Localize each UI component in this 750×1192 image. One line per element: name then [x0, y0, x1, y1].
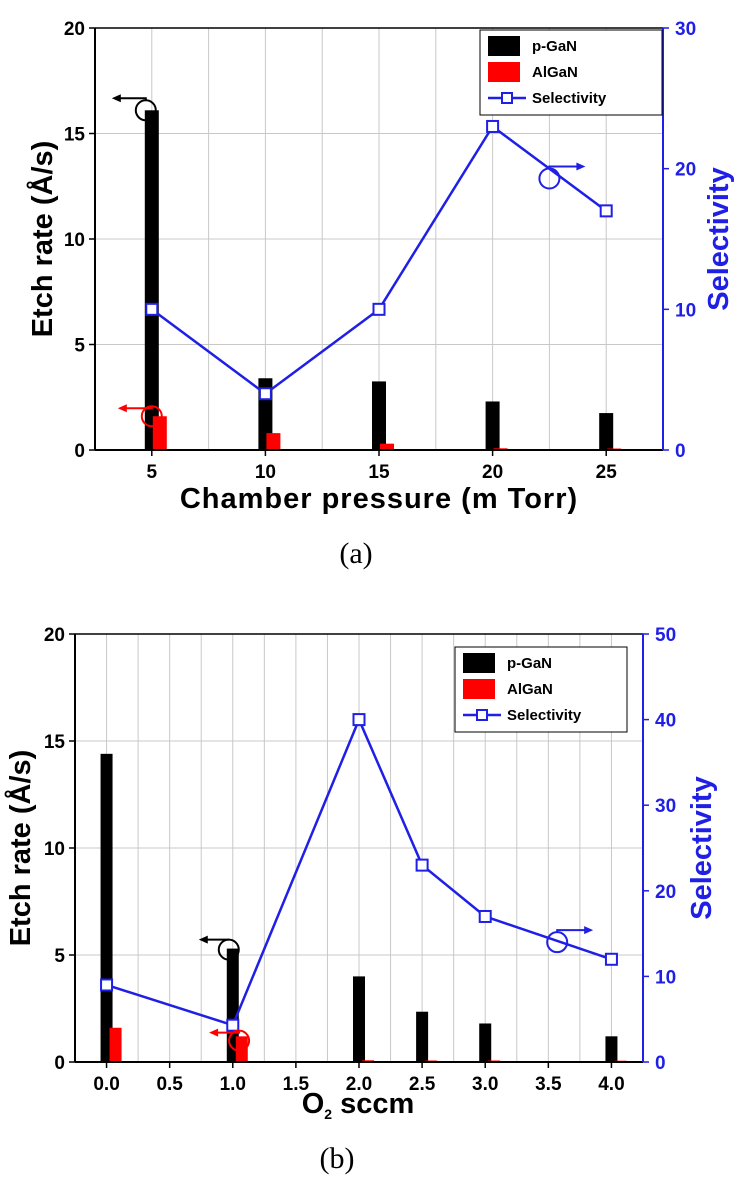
y2-tick-label: 30: [655, 796, 676, 817]
y-tick-label: 10: [64, 230, 85, 251]
annotation-arrowhead-selectivity: [576, 162, 586, 171]
legend-label: AlGaN: [532, 64, 578, 81]
bar-algan: [380, 443, 394, 450]
legend-swatch-marker: [476, 709, 488, 721]
point-selectivity: [599, 204, 613, 218]
bar-pgan: [353, 976, 365, 1062]
y2-tick-label: 10: [655, 967, 676, 988]
y2-tick-label: 30: [675, 19, 696, 40]
y2-tick-label: 0: [675, 441, 686, 462]
legend-label: Selectivity: [532, 90, 607, 107]
point-selectivity: [352, 713, 366, 727]
annotation-arrow-p-gan: [119, 97, 147, 101]
y2-axis-title: Selectivity: [686, 776, 718, 919]
y-tick-label: 15: [44, 732, 66, 753]
y-tick-label: 5: [74, 336, 85, 357]
point-selectivity: [478, 909, 492, 923]
point-selectivity: [100, 978, 114, 992]
bar-pgan: [372, 381, 386, 450]
point-selectivity: [145, 302, 159, 316]
bar-pgan: [144, 110, 159, 450]
point-selectivity: [486, 119, 500, 133]
x-axis-title-rest: sccm: [332, 1088, 414, 1120]
x-tick-label: 3.0: [472, 1074, 498, 1095]
y2-tick-label: 40: [655, 711, 676, 732]
legend-swatch-algan: [488, 62, 520, 82]
annotation-arrowhead-algan: [209, 1028, 219, 1037]
x-tick-label: 5: [147, 462, 158, 483]
legend-label: AlGaN: [507, 681, 553, 698]
x-axis-title: O2 sccm: [302, 1088, 415, 1122]
x-tick-label: 2.5: [409, 1074, 436, 1095]
bar-pgan: [416, 1011, 429, 1062]
annotation-arrow-algan: [125, 406, 153, 410]
bar-pgan: [479, 1023, 492, 1062]
annotation-arrowhead-algan: [117, 404, 127, 413]
y2-tick-label: 10: [675, 300, 696, 321]
point-selectivity: [258, 387, 272, 401]
y-tick-label: 5: [54, 946, 65, 967]
y-tick-label: 15: [64, 125, 86, 146]
line-selectivity: [106, 716, 612, 1027]
x-tick-label: 10: [255, 462, 276, 483]
bar-pgan: [599, 413, 614, 450]
point-selectivity: [415, 858, 429, 872]
x-axis-title: Chamber pressure (m Torr): [180, 483, 578, 515]
x-tick-label: 1.5: [283, 1074, 310, 1095]
x-axis-title-main: O: [302, 1088, 325, 1120]
legend-label: p-GaN: [507, 655, 552, 672]
legend-swatch-p-gan: [488, 36, 520, 56]
bar-pgan: [485, 401, 500, 450]
annotation-arrowhead-p-gan: [111, 94, 121, 103]
bar-pgan: [226, 948, 239, 1062]
x-tick-label: 2.0: [346, 1074, 372, 1095]
y-tick-label: 0: [54, 1053, 65, 1074]
point-selectivity: [226, 1018, 240, 1032]
x-tick-label: 15: [368, 462, 390, 483]
x-tick-label: 3.5: [535, 1074, 562, 1095]
y-axis-title: Etch rate (Å/s): [26, 141, 59, 338]
y-tick-label: 0: [74, 441, 85, 462]
bar-algan: [266, 433, 281, 450]
x-tick-label: 1.0: [220, 1074, 246, 1095]
legend-swatch-algan: [463, 679, 495, 699]
x-tick-label: 4.0: [598, 1074, 624, 1095]
y-tick-label: 20: [64, 19, 85, 40]
x-axis-title-subscript: 2: [324, 1106, 332, 1122]
y-tick-label: 20: [44, 625, 65, 646]
bar-algan: [109, 1027, 122, 1062]
annotation-arrowhead-p-gan: [198, 935, 208, 944]
y2-tick-label: 20: [655, 882, 676, 903]
x-tick-label: 20: [482, 462, 503, 483]
y2-tick-label: 50: [655, 625, 676, 646]
bar-pgan: [605, 1036, 618, 1062]
annotation-arrow-algan: [217, 1030, 241, 1034]
legend-swatch-p-gan: [463, 653, 495, 673]
chart-panel-b: 0.0 0.5 1.0 1.5 2.0 2.5 3.0 3.5 4.0 0 5 10 15 20 0 10 20…: [4, 625, 718, 1175]
legend-label: p-GaN: [532, 38, 577, 55]
y-tick-label: 10: [44, 839, 65, 860]
point-selectivity: [604, 952, 618, 966]
y-axis-title: Etch rate (Å/s): [4, 750, 37, 947]
annotation-arrow-selectivity: [556, 929, 586, 933]
bar-pgan: [100, 753, 113, 1062]
point-selectivity: [372, 302, 386, 316]
annotation-arrow-selectivity: [548, 165, 578, 169]
y2-tick-label: 20: [675, 160, 696, 181]
panel-label: (b): [320, 1142, 355, 1175]
annotation-arrowhead-selectivity: [584, 926, 594, 935]
x-tick-label: 25: [596, 462, 618, 483]
bar-algan: [235, 1036, 248, 1062]
panel-label: (a): [339, 537, 372, 570]
legend-swatch-marker: [501, 92, 513, 104]
chart-panel-a: 5 10 15 20 25 0 5 10 15 20 0 10 20 30 Chamber pressure…: [26, 19, 735, 570]
legend-label: Selectivity: [507, 707, 582, 724]
y2-tick-label: 0: [655, 1053, 666, 1074]
x-tick-label: 0.0: [93, 1074, 119, 1095]
x-tick-label: 0.5: [156, 1074, 183, 1095]
y2-axis-title: Selectivity: [703, 167, 735, 310]
